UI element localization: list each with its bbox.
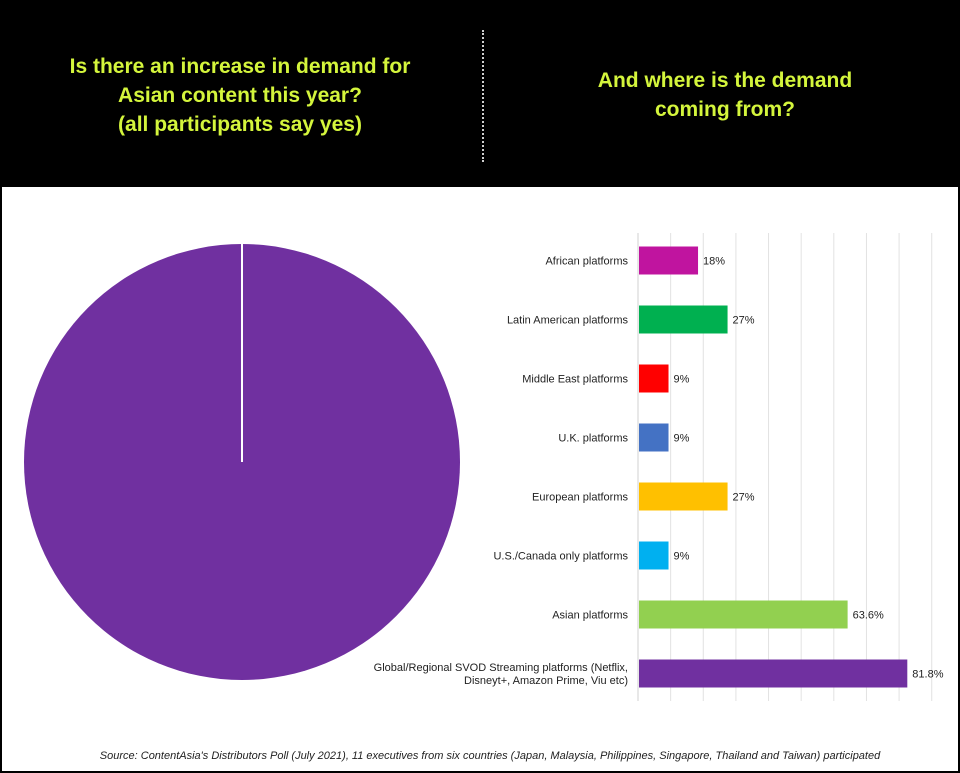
bar [639,600,848,629]
question-left-line: Asian content this year? [118,84,362,107]
category-label: U.K. platforms [558,433,628,445]
bar-value-label: 9% [674,433,690,445]
bar [639,305,728,334]
question-right-line: And where is the demand [597,69,853,92]
source-note: Source: ContentAsia's Distributors Poll … [99,750,881,762]
bar-value-label: 27% [733,315,755,327]
question-left: Is there an increase in demand for Asian… [20,52,460,139]
question-left-line: Is there an increase in demand for [69,55,411,78]
header-divider [482,30,484,162]
bar-value-label: 63.6% [853,610,884,622]
chart-panel: 18% African platforms 27% Latin American pl… [2,187,958,771]
bar-value-label: 18% [703,256,725,268]
bar [639,246,699,275]
bar [639,659,908,688]
header-banner: Is there an increase in demand for Asian… [0,0,960,187]
pie-chart [24,244,460,680]
bar [639,482,728,511]
bar-value-label: 9% [674,374,690,386]
category-label: Latin American platforms [507,315,629,327]
category-label: African platforms [545,256,628,268]
category-label: Middle East platforms [522,374,628,386]
bar-value-label: 27% [733,492,755,504]
bar [639,423,669,452]
bar [639,364,669,393]
question-right-line: coming from? [655,98,795,121]
category-label: Global/Regional SVOD Streaming platforms… [374,662,628,687]
category-label: Asian platforms [552,610,628,622]
category-label: U.S./Canada only platforms [493,551,628,563]
bar-value-label: 81.8% [912,669,943,681]
question-right: And where is the demand coming from? [500,66,950,124]
bar [639,541,669,570]
bar-chart: 18% African platforms 27% Latin American pl… [374,233,944,701]
question-left-line: (all participants say yes) [118,113,362,136]
category-label: European platforms [532,492,628,504]
bar-value-label: 9% [674,551,690,563]
